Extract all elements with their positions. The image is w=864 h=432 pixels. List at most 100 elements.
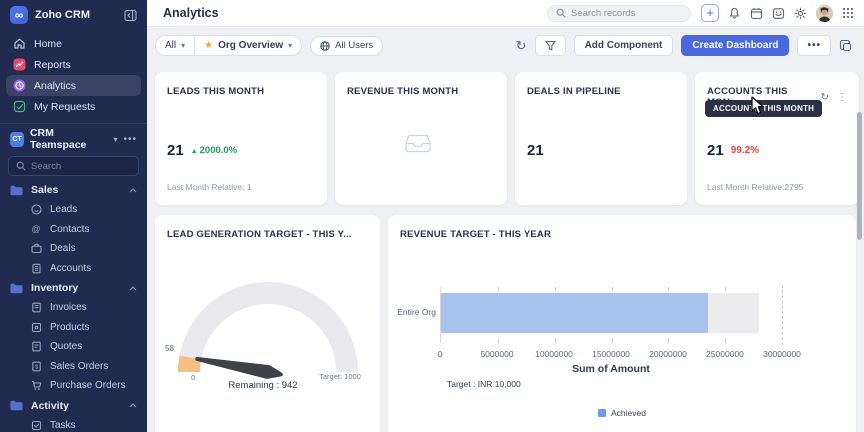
chevron-down-icon: ▾ [181, 41, 186, 50]
collapse-sidebar-icon[interactable] [124, 9, 137, 22]
accounts-icon [30, 262, 42, 274]
bar-target-annotation: Target : INR 10,000 [447, 379, 521, 389]
nav-label: My Requests [34, 100, 96, 113]
sidebar-item-accounts[interactable]: Accounts [0, 259, 147, 279]
teamspace-badge: CT [10, 131, 24, 147]
funnel-icon [545, 40, 556, 51]
kpi-footer: Last Month Relative: 1 [167, 182, 252, 192]
zoho-crm-logo-icon[interactable]: ∞ [10, 6, 28, 24]
apps-grid-icon[interactable] [842, 7, 854, 19]
sidebar-section-activity[interactable]: Activity [0, 396, 147, 416]
folder-icon [10, 400, 23, 411]
gauge-chart-card[interactable]: LEAD GENERATION TARGET - THIS Y... 58 0 … [155, 215, 380, 432]
kpi-change: 99.2% [730, 145, 760, 156]
reports-icon [12, 58, 26, 72]
sidebar-item-sales-orders[interactable]: $ Sales Orders [0, 357, 147, 377]
sidebar-item-invoices[interactable]: Invoices [0, 298, 147, 318]
create-dashboard-button[interactable]: Create Dashboard [681, 35, 790, 56]
item-label: Quotes [50, 341, 83, 353]
notifications-bell-icon[interactable] [728, 7, 741, 20]
slideshow-icon[interactable] [839, 39, 852, 52]
kpi-card-revenue-this-month[interactable]: REVENUE THIS MONTH [335, 72, 507, 205]
sidebar-item-tasks[interactable]: Tasks [0, 416, 147, 432]
card-refresh-icon[interactable]: ↻ [820, 91, 829, 103]
sidebar-item-deals[interactable]: Deals [0, 239, 147, 259]
teamspace-more-icon[interactable]: ••• [123, 133, 137, 145]
legend-swatch [598, 409, 607, 417]
toolbar-actions: ↻ Add Component Create Dashboard ••• [516, 35, 852, 56]
gauge-needle [195, 357, 283, 379]
vertical-scrollbar[interactable] [855, 112, 864, 432]
kpi-card-deals-in-pipeline[interactable]: DEALS IN PIPELINE 21 [515, 72, 687, 205]
x-tick-label: 10000000 [535, 349, 573, 359]
sidebar-item-products[interactable]: Products [0, 318, 147, 338]
section-label: Activity [31, 399, 69, 412]
section-label: Inventory [31, 282, 79, 294]
bar-chart-card[interactable]: REVENUE TARGET - THIS YEAR Entire Org Ta… [388, 215, 856, 432]
header-icon-cluster: + [701, 4, 854, 22]
card-kebab-menu-icon[interactable]: ⋮ [837, 91, 847, 103]
sidebar-item-reports[interactable]: Reports [6, 54, 141, 75]
scope-dropdown[interactable]: All ▾ [156, 40, 194, 51]
global-search-placeholder: Search records [571, 7, 636, 19]
kpi-card-leads-this-month[interactable]: LEADS THIS MONTH 21 ▲ 2000.0% Last Month … [155, 72, 327, 205]
calendar-icon[interactable] [750, 7, 763, 20]
sidebar-section-inventory[interactable]: Inventory [0, 278, 147, 298]
filter-button[interactable] [534, 35, 566, 56]
x-tick-label: 15000000 [592, 349, 630, 359]
all-users-filter-chip[interactable]: All Users [310, 35, 384, 56]
sidebar-search-placeholder: Search [31, 160, 62, 172]
teamspace-selector[interactable]: CT CRM Teamspace ▾ ••• [0, 124, 147, 154]
global-search-input[interactable]: Search records [547, 4, 691, 22]
folder-icon [10, 185, 23, 195]
section-label: Sales [31, 184, 59, 196]
globe-icon [320, 40, 330, 51]
marketplace-icon[interactable] [772, 7, 785, 20]
item-label: Sales Orders [50, 360, 109, 372]
quotes-icon [30, 341, 42, 353]
purchase-orders-icon [30, 380, 42, 392]
quick-create-button[interactable]: + [701, 4, 719, 22]
settings-gear-icon[interactable] [794, 7, 807, 20]
scrollbar-thumb[interactable] [857, 112, 862, 240]
dashboard-selector: All ▾ ★ Org Overview ▾ [155, 35, 303, 56]
chevron-up-icon [129, 187, 137, 192]
sidebar-item-leads[interactable]: Leads [0, 200, 147, 220]
my-requests-icon [12, 100, 26, 114]
kpi-card-accounts-this-month[interactable]: ACCOUNTS THIS MON... ↻ ⋮ ACCOUNTS THIS M… [695, 72, 859, 205]
leads-icon [30, 204, 42, 216]
achieved-bar[interactable] [441, 293, 708, 333]
add-component-button[interactable]: Add Component [573, 35, 674, 56]
top-header: Analytics Search records + [147, 0, 864, 27]
refresh-icon[interactable]: ↻ [515, 37, 527, 53]
sidebar-item-contacts[interactable]: @ Contacts [0, 220, 147, 240]
sidebar-item-quotes[interactable]: Quotes [0, 337, 147, 357]
sidebar-item-my-requests[interactable]: My Requests [6, 96, 141, 117]
sidebar-item-analytics[interactable]: Analytics [6, 75, 141, 96]
sidebar: ∞ Zoho CRM Home Reports Analytics My Req… [0, 0, 147, 432]
kpi-footer: Last Month Relative:2795 [707, 182, 804, 192]
page-title: Analytics [163, 6, 219, 20]
chevron-up-icon [129, 403, 137, 408]
kpi-value: 21 [707, 142, 724, 159]
mouse-cursor [751, 96, 764, 120]
tick-mark [725, 339, 727, 343]
sidebar-search-input[interactable]: Search [8, 156, 139, 176]
gauge-track [178, 282, 358, 373]
gauge-remaining-label: Remaining : 942 [228, 380, 298, 391]
sales-orders-icon: $ [30, 360, 42, 372]
home-icon [12, 37, 26, 51]
sidebar-item-home[interactable]: Home [6, 33, 141, 54]
more-options-button[interactable]: ••• [797, 35, 831, 56]
tick-mark [611, 287, 613, 291]
gauge-value-label: 58 [165, 344, 174, 353]
chevron-down-icon: ▾ [113, 134, 118, 144]
gauge-chart [165, 260, 371, 385]
contacts-icon: @ [31, 224, 41, 235]
tick-mark [668, 287, 670, 291]
dashboard-dropdown[interactable]: ★ Org Overview ▾ [195, 40, 301, 51]
teamspace-name: CRM Teamspace [29, 127, 87, 151]
sidebar-section-sales[interactable]: Sales [0, 180, 147, 200]
sidebar-item-purchase-orders[interactable]: Purchase Orders [0, 376, 147, 396]
user-avatar[interactable] [816, 4, 833, 22]
